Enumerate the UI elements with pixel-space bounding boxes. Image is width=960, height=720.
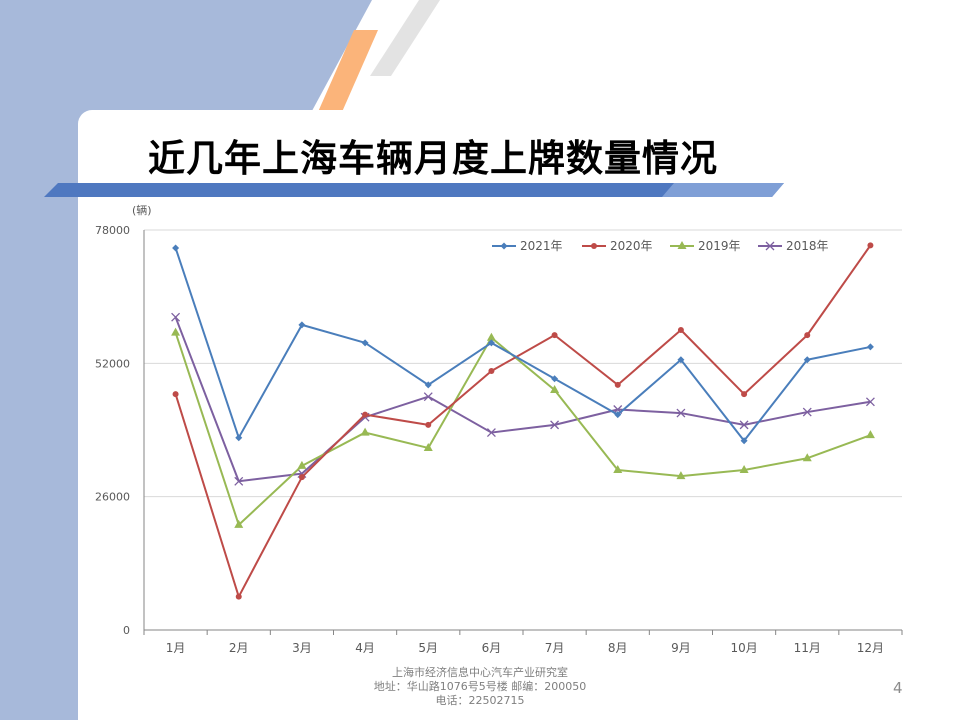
data-point [487,339,495,347]
series-group [172,242,874,600]
data-point [677,327,684,333]
data-point [739,465,749,473]
data-point [360,427,370,436]
data-point [298,321,306,329]
data-point [488,368,495,375]
series-line [174,247,871,442]
data-point [550,385,560,393]
legend-label: 2020年 [610,239,653,253]
data-point [866,343,874,351]
data-point [172,391,179,398]
legend-label: 2019年 [698,239,741,253]
series-line [174,332,871,526]
data-point [171,327,181,336]
slide-content-card [78,110,960,720]
title-underline-bar [44,183,784,197]
data-point [361,339,369,347]
data-point [551,375,559,383]
x-tick-label: 12月 [857,641,884,655]
data-point [865,397,875,407]
data-point [865,430,875,439]
x-tick-label: 8月 [608,641,628,655]
x-tick-label: 4月 [355,641,375,655]
registration-line-chart: (辆) 0 26000 52000 78000 1月 2月 3月 4月 5月 6月 7月 8月 9月 10… [95,203,903,655]
y-tick-label: 52000 [95,357,130,370]
y-tick-label: 0 [123,624,130,637]
series-line [174,316,871,483]
data-point [676,408,686,418]
page-number: 4 [893,679,903,697]
data-point [234,519,244,528]
footer-address: 地址：华山路1076号5号楼 邮编：200050 [373,680,587,693]
series-layer [171,242,875,600]
data-point [802,453,812,462]
data-point [423,392,433,402]
data-point [614,411,622,419]
x-tick-label: 5月 [418,641,438,655]
data-point [234,476,244,486]
data-point [486,428,496,438]
x-tick-label: 1月 [166,641,186,655]
data-point [235,434,243,442]
data-point [741,391,748,398]
data-point [297,460,307,469]
x-tick-label: 11月 [794,641,821,655]
data-point [867,242,874,249]
data-point [550,420,560,430]
data-point [765,241,775,251]
data-point [740,437,748,445]
data-point [423,442,433,451]
x-tick-label: 6月 [482,641,502,655]
data-point [235,593,242,600]
data-point [677,356,685,364]
data-point [424,381,432,389]
data-point [613,465,623,473]
data-point [362,411,369,418]
data-point [614,381,621,388]
x-tick-label: 3月 [292,641,312,655]
footer-organization: 上海市经济信息中心汽车产业研究室 [392,666,568,679]
data-point [172,244,180,252]
data-point [591,243,597,249]
x-tick-label: 9月 [671,641,691,655]
y-axis-unit-label: (辆) [132,203,152,217]
data-point [802,407,812,417]
legend-label: 2018年 [786,239,829,253]
chart-legend: 2021年 2020年 2019年 2018年 [492,239,829,253]
footer-phone: 电话：22502715 [435,694,525,707]
data-point [551,332,558,339]
x-tick-label: 7月 [545,641,565,655]
slide-title: 近几年上海车辆月度上牌数量情况 [148,137,718,180]
axis-layer: 0 26000 52000 78000 1月 2月 3月 4月 5月 6月 7月 8月 9月 10月 11月… [95,224,903,655]
series-group [171,312,875,486]
top-blue-band [0,0,372,110]
series-group [172,244,874,445]
x-tick-label: 10月 [730,641,757,655]
data-point [171,312,181,322]
x-tick-label: 2月 [229,641,249,655]
series-line [174,244,872,598]
data-point [500,242,508,250]
data-point [803,356,811,364]
left-decorative-band [0,0,78,720]
data-point [676,471,686,480]
slide-footer: 上海市经济信息中心汽车产业研究室 地址：华山路1076号5号楼 邮编：20005… [300,666,660,708]
data-point [804,332,811,339]
y-tick-label: 26000 [95,491,130,504]
y-tick-label: 78000 [95,224,130,237]
data-point [677,241,687,249]
series-group [171,327,875,528]
data-point [298,474,305,481]
data-point [739,420,749,430]
data-point [425,421,432,428]
legend-label: 2021年 [520,239,563,253]
data-point [486,332,496,341]
